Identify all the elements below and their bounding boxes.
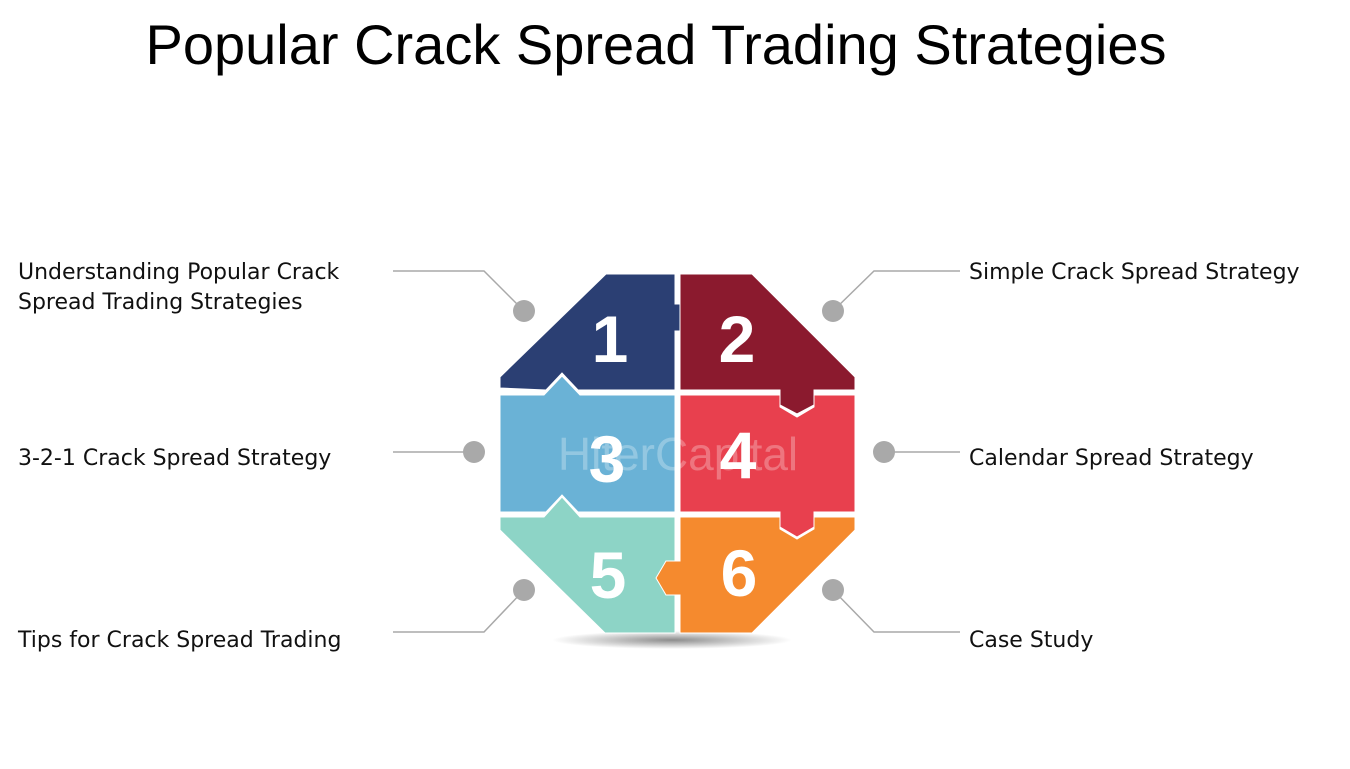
puzzle-number-5: 5 bbox=[590, 538, 627, 612]
label-1-line-1: Understanding Popular Crack bbox=[18, 260, 340, 285]
label-1-line-2: Spread Trading Strategies bbox=[18, 290, 303, 315]
puzzle-number-2: 2 bbox=[719, 302, 756, 376]
puzzle-number-1: 1 bbox=[592, 302, 629, 376]
label-tips-crack-spread: Tips for Crack Spread Trading bbox=[18, 628, 342, 653]
connector-4 bbox=[873, 441, 960, 463]
connector-6 bbox=[822, 579, 960, 633]
page-title: Popular Crack Spread Trading Strategies bbox=[145, 13, 1167, 76]
puzzle-piece-3 bbox=[499, 375, 676, 513]
label-3-2-1-crack-spread: 3-2-1 Crack Spread Strategy bbox=[18, 446, 332, 471]
puzzle-number-3: 3 bbox=[589, 422, 626, 496]
label-understanding-strategies: Understanding Popular Crack Spread Tradi… bbox=[18, 258, 339, 318]
diagram-shadow bbox=[552, 631, 792, 649]
connector-1 bbox=[393, 270, 535, 322]
puzzle-piece-5 bbox=[499, 496, 676, 634]
puzzle-piece-6 bbox=[655, 516, 856, 634]
puzzle-piece-2 bbox=[679, 273, 856, 415]
label-simple-crack-spread: Simple Crack Spread Strategy bbox=[969, 260, 1300, 285]
connector-5 bbox=[393, 579, 535, 633]
puzzle-number-6: 6 bbox=[721, 536, 758, 610]
label-case-study: Case Study bbox=[969, 628, 1094, 653]
connector-2 bbox=[822, 270, 960, 322]
label-calendar-spread: Calendar Spread Strategy bbox=[969, 446, 1254, 471]
connector-3 bbox=[393, 441, 485, 463]
watermark: HiterCapital bbox=[558, 428, 798, 480]
puzzle-number-4: 4 bbox=[720, 418, 757, 492]
